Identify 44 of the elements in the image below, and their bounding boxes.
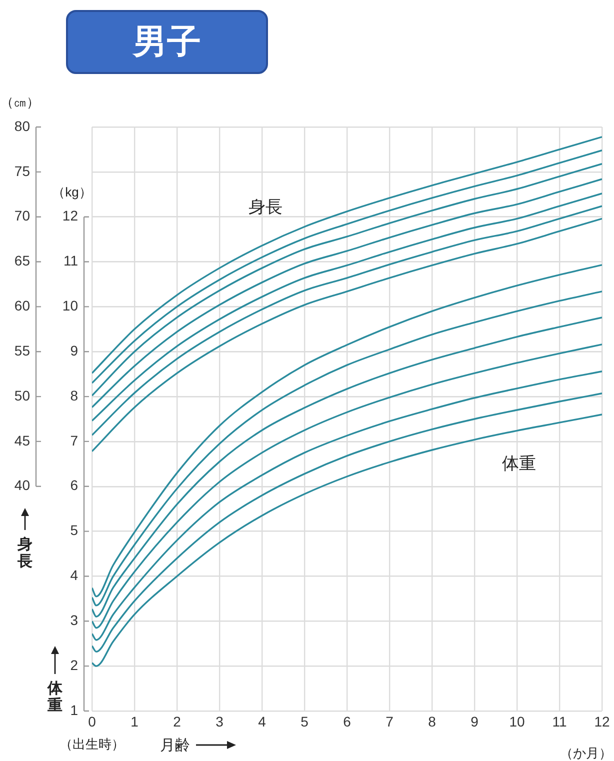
x-tick-label: 10 bbox=[509, 713, 525, 730]
y2-tick-label: 1 bbox=[70, 702, 78, 718]
y2-tick-label: 6 bbox=[70, 477, 78, 494]
x-tick-label: 1 bbox=[130, 713, 139, 730]
y2-tick-label: 2 bbox=[70, 656, 78, 673]
y-tick-label: 40 bbox=[14, 477, 30, 494]
x-tick-label: 12 bbox=[594, 713, 610, 730]
x-tick-label: 9 bbox=[470, 713, 479, 730]
y-tick-label: 65 bbox=[14, 252, 30, 269]
text: （出生時） bbox=[60, 736, 124, 752]
annotation: 身長 bbox=[248, 197, 282, 216]
x-tick-label: 5 bbox=[300, 713, 309, 730]
x-tick-label: 4 bbox=[258, 713, 266, 730]
y2-tick-label: 7 bbox=[70, 432, 78, 448]
y-tick-label: 75 bbox=[14, 162, 30, 179]
text: （kg） bbox=[52, 184, 92, 200]
x-tick-label: 2 bbox=[173, 713, 182, 730]
y-tick-label: 55 bbox=[14, 342, 30, 358]
y2-tick-label: 5 bbox=[70, 522, 78, 538]
x-tick-label: 3 bbox=[216, 713, 224, 730]
x-tick-label: 8 bbox=[428, 713, 436, 730]
y-tick-label: 45 bbox=[14, 432, 30, 448]
x-axis-title: 月齢 bbox=[160, 737, 190, 754]
y-tick-label: 60 bbox=[14, 298, 30, 314]
annotation: 体重 bbox=[502, 454, 536, 474]
y2-tick-label: 8 bbox=[70, 387, 78, 404]
y2-tick-label: 3 bbox=[70, 612, 78, 628]
y-tick-label: 80 bbox=[14, 118, 30, 134]
y2-tick-label: 4 bbox=[70, 567, 78, 584]
x-tick-label: 6 bbox=[343, 713, 352, 730]
y2-tick-label: 10 bbox=[62, 298, 78, 314]
x-tick-label: 7 bbox=[386, 713, 394, 730]
x-tick-label: 11 bbox=[552, 713, 567, 730]
text: （㎝） bbox=[0, 94, 40, 110]
text: （か月） bbox=[560, 746, 612, 761]
y-axis-title: 身長 bbox=[17, 536, 33, 570]
y-tick-label: 70 bbox=[14, 208, 30, 224]
y2-tick-label: 12 bbox=[62, 208, 78, 224]
y-tick-label: 50 bbox=[14, 387, 30, 404]
y2-tick-label: 11 bbox=[63, 252, 78, 269]
chart-title: 男子 bbox=[66, 10, 268, 74]
y2-axis-title: 体重 bbox=[47, 680, 63, 714]
x-tick-label: 0 bbox=[88, 713, 96, 730]
y2-tick-label: 9 bbox=[70, 342, 78, 358]
